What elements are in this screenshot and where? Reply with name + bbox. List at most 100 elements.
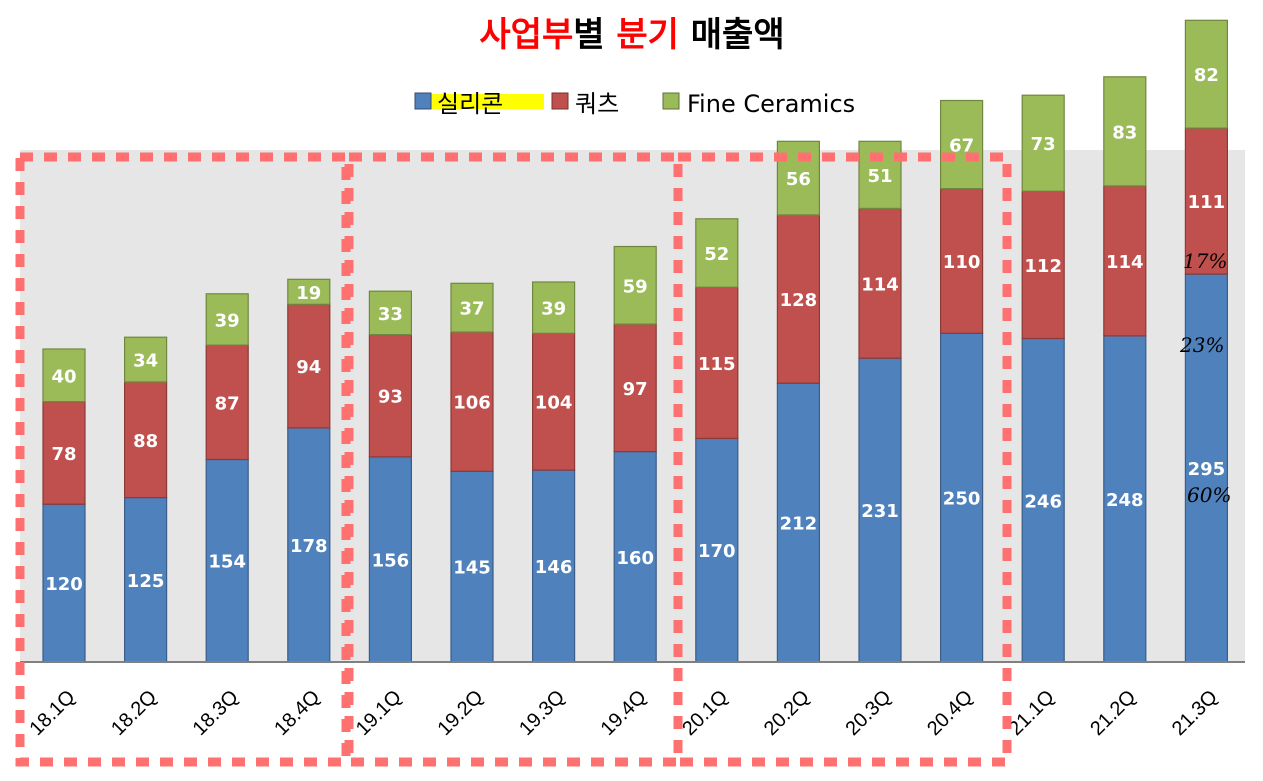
bar-fine-ceramics xyxy=(531,281,576,334)
bar-silicon xyxy=(42,503,86,663)
bar-stack-20.4Q: 250 110 67 xyxy=(939,99,984,663)
bar-silicon xyxy=(939,332,984,663)
legend-label: 실리콘 xyxy=(437,90,503,118)
data-label-silicon: 156 xyxy=(372,550,410,571)
bar-fine-ceramics xyxy=(287,278,331,305)
data-label-fine-ceramics: 82 xyxy=(1194,65,1219,86)
data-label-quartz: 114 xyxy=(861,274,899,295)
bar-stack-20.1Q: 170 115 52 xyxy=(695,218,739,663)
legend-swatch xyxy=(414,92,432,110)
bar-quartz xyxy=(1103,185,1147,337)
handwritten-annotation: 23% xyxy=(1179,333,1224,357)
data-label-silicon: 250 xyxy=(943,489,981,510)
x-tick-label: 19.1Q xyxy=(352,686,406,740)
data-label-quartz: 78 xyxy=(51,444,76,465)
bar-silicon xyxy=(776,382,821,663)
data-label-fine-ceramics: 39 xyxy=(215,310,240,331)
data-label-quartz: 88 xyxy=(133,431,158,452)
bar-quartz xyxy=(450,331,494,472)
legend-item-quartz: 쿼츠 xyxy=(551,90,619,118)
bar-stack-18.3Q: 154 87 39 xyxy=(205,293,249,663)
data-label-silicon: 125 xyxy=(127,571,165,592)
data-label-quartz: 106 xyxy=(453,393,491,414)
x-tick-label: 20.4Q xyxy=(923,686,977,740)
bar-fine-ceramics xyxy=(450,282,494,333)
bar-quartz xyxy=(368,334,412,458)
data-label-quartz: 87 xyxy=(215,393,240,414)
data-label-silicon: 178 xyxy=(290,536,328,557)
bar-quartz xyxy=(939,188,984,334)
data-label-quartz: 94 xyxy=(296,357,321,378)
legend-item-silicon: 실리콘 xyxy=(414,90,544,118)
highlight-box-2020 xyxy=(673,152,1012,767)
legend-item-fine-ceramics: Fine Ceramics xyxy=(662,90,855,118)
bar-fine-ceramics xyxy=(42,348,86,403)
x-tick-label: 18.3Q xyxy=(189,686,243,740)
x-tick-label: 20.2Q xyxy=(760,686,814,740)
bar-fine-ceramics xyxy=(368,290,412,336)
bar-quartz xyxy=(695,286,739,440)
data-label-quartz: 114 xyxy=(1106,252,1144,273)
x-tick-label: 18.1Q xyxy=(25,686,79,740)
data-label-fine-ceramics: 56 xyxy=(786,169,811,190)
data-label-fine-ceramics: 39 xyxy=(541,299,566,320)
data-label-silicon: 160 xyxy=(616,548,654,569)
bar-stack-19.1Q: 156 93 33 xyxy=(368,290,412,663)
legend-label: Fine Ceramics xyxy=(687,90,855,118)
data-label-silicon: 231 xyxy=(861,501,899,522)
bar-fine-ceramics xyxy=(205,293,249,346)
data-label-silicon: 212 xyxy=(780,514,818,535)
data-label-quartz: 111 xyxy=(1188,192,1226,213)
bar-fine-ceramics xyxy=(1021,94,1065,192)
x-tick-label: 19.4Q xyxy=(597,686,651,740)
bar-stack-21.2Q: 248 114 83 xyxy=(1103,76,1147,663)
data-label-quartz: 112 xyxy=(1024,256,1062,277)
bar-silicon xyxy=(531,469,576,663)
x-tick-label: 20.3Q xyxy=(841,686,895,740)
bar-quartz xyxy=(287,303,331,429)
data-label-silicon: 146 xyxy=(535,557,573,578)
bar-fine-ceramics xyxy=(939,99,984,190)
data-label-silicon: 154 xyxy=(208,552,246,573)
data-label-fine-ceramics: 67 xyxy=(949,136,974,157)
chart-title: 사업부별 분기 매출액 xyxy=(479,15,784,55)
bar-fine-ceramics xyxy=(613,245,657,325)
bar-fine-ceramics xyxy=(858,140,902,210)
bar-stack-21.3Q: 295 111 82 xyxy=(1184,19,1229,663)
bar-stack-18.4Q: 178 94 19 xyxy=(287,278,331,663)
legend-swatch xyxy=(662,92,680,110)
data-label-quartz: 115 xyxy=(698,354,736,375)
data-label-fine-ceramics: 33 xyxy=(378,304,403,325)
data-label-fine-ceramics: 73 xyxy=(1031,134,1056,155)
data-label-fine-ceramics: 59 xyxy=(623,276,648,297)
chart-title-part: 별 xyxy=(573,15,616,55)
bar-quartz xyxy=(858,207,902,359)
data-label-silicon: 248 xyxy=(1106,490,1144,511)
data-label-silicon: 145 xyxy=(453,558,491,579)
bar-silicon xyxy=(613,451,657,663)
bar-stack-18.1Q: 120 78 40 xyxy=(42,348,86,663)
bar-stack-20.2Q: 212 128 56 xyxy=(776,140,821,663)
legend-label: 쿼츠 xyxy=(575,90,619,118)
x-tick-label: 18.4Q xyxy=(270,686,324,740)
legend-highlight-marker xyxy=(428,94,544,109)
chart-title-part: 사업부 xyxy=(479,15,573,55)
data-label-fine-ceramics: 40 xyxy=(51,366,76,387)
x-tick-label: 19.3Q xyxy=(515,686,569,740)
bar-quartz xyxy=(123,381,168,499)
x-tick-label: 18.2Q xyxy=(107,686,161,740)
data-label-fine-ceramics: 37 xyxy=(459,299,484,320)
data-label-silicon: 295 xyxy=(1188,459,1226,480)
bar-silicon xyxy=(368,456,412,663)
data-label-quartz: 97 xyxy=(623,379,648,400)
data-label-silicon: 170 xyxy=(698,541,736,562)
bar-fine-ceramics xyxy=(695,218,739,288)
x-tick-label: 21.2Q xyxy=(1086,686,1140,740)
data-label-quartz: 104 xyxy=(535,393,573,414)
data-label-quartz: 128 xyxy=(780,290,818,311)
bar-quartz xyxy=(1021,190,1065,340)
x-tick-label: 21.3Q xyxy=(1168,686,1222,740)
bar-stack-18.2Q: 125 88 34 xyxy=(123,336,168,663)
bar-fine-ceramics xyxy=(1184,19,1229,129)
